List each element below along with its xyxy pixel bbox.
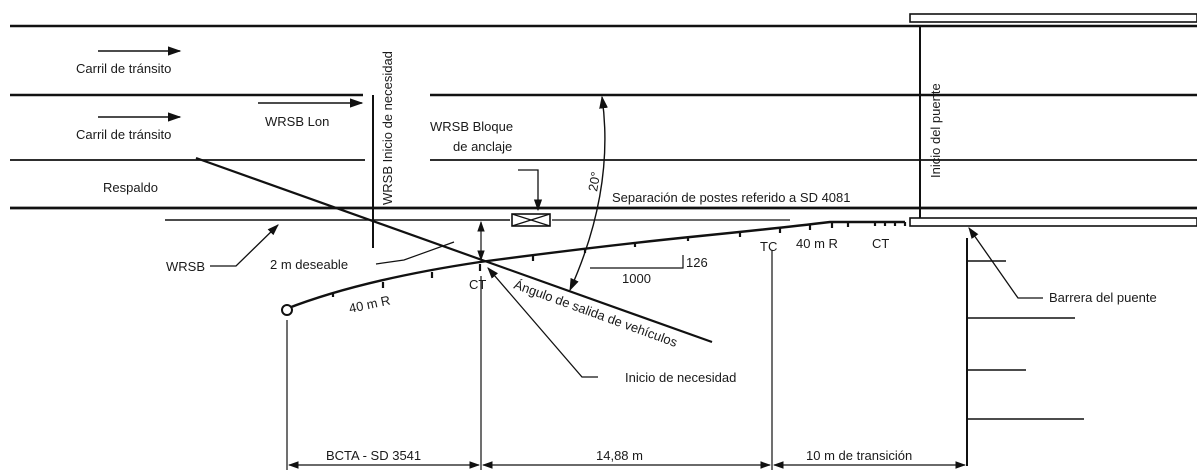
need-start-vertical-label: WRSB Inicio de necesidad — [380, 51, 395, 205]
bridge-start-label: Inicio del puente — [928, 83, 943, 178]
shoulder-label: Respaldo — [103, 180, 158, 195]
bridge-barrier — [909, 217, 1197, 227]
radius-left-label: 40 m R — [348, 293, 392, 316]
desirable-label: 2 m deseable — [270, 257, 348, 272]
departure-angle-label: Ángulo de salida de vehículos — [512, 277, 680, 350]
post-spacing-label: Separación de postes referido a SD 4081 — [612, 190, 851, 205]
departure-line — [195, 156, 713, 344]
anchor-leader — [518, 169, 543, 212]
dim2-label: 14,88 m — [596, 448, 643, 463]
lane2-label: Carril de tránsito — [76, 127, 171, 142]
need-start-label: Inicio de necesidad — [625, 370, 736, 385]
bridge-barrier-leader — [968, 227, 1043, 299]
end-terminal — [281, 304, 293, 316]
anchor-block-label-2: de anclaje — [453, 139, 512, 154]
wrsb-label: WRSB — [166, 259, 205, 274]
desirable-leader — [375, 241, 455, 265]
bridge-barrier-top — [909, 13, 1197, 23]
wrsb-lon-label: WRSB Lon — [265, 114, 329, 129]
angle-label: 20° — [585, 171, 603, 193]
slope-bottom-label: 1000 — [622, 271, 651, 286]
need-start-leader — [487, 267, 598, 378]
angle-arc — [569, 95, 608, 292]
posts — [331, 222, 907, 297]
wrsb-leader — [210, 224, 279, 267]
ct-right-label: CT — [872, 236, 889, 251]
tc-label: TC — [760, 239, 777, 254]
ct-left-label: CT — [469, 277, 486, 292]
anchor-block-label-1: WRSB Bloque — [430, 119, 513, 134]
dim3-label: 10 m de transición — [806, 448, 912, 463]
slope-top-label: 126 — [686, 255, 708, 270]
bridge-barrier-label: Barrera del puente — [1049, 290, 1157, 305]
lane1-label: Carril de tránsito — [76, 61, 171, 76]
radius-right-label: 40 m R — [796, 236, 838, 251]
slope-triangle — [590, 255, 684, 269]
dim1-label: BCTA - SD 3541 — [326, 448, 421, 463]
